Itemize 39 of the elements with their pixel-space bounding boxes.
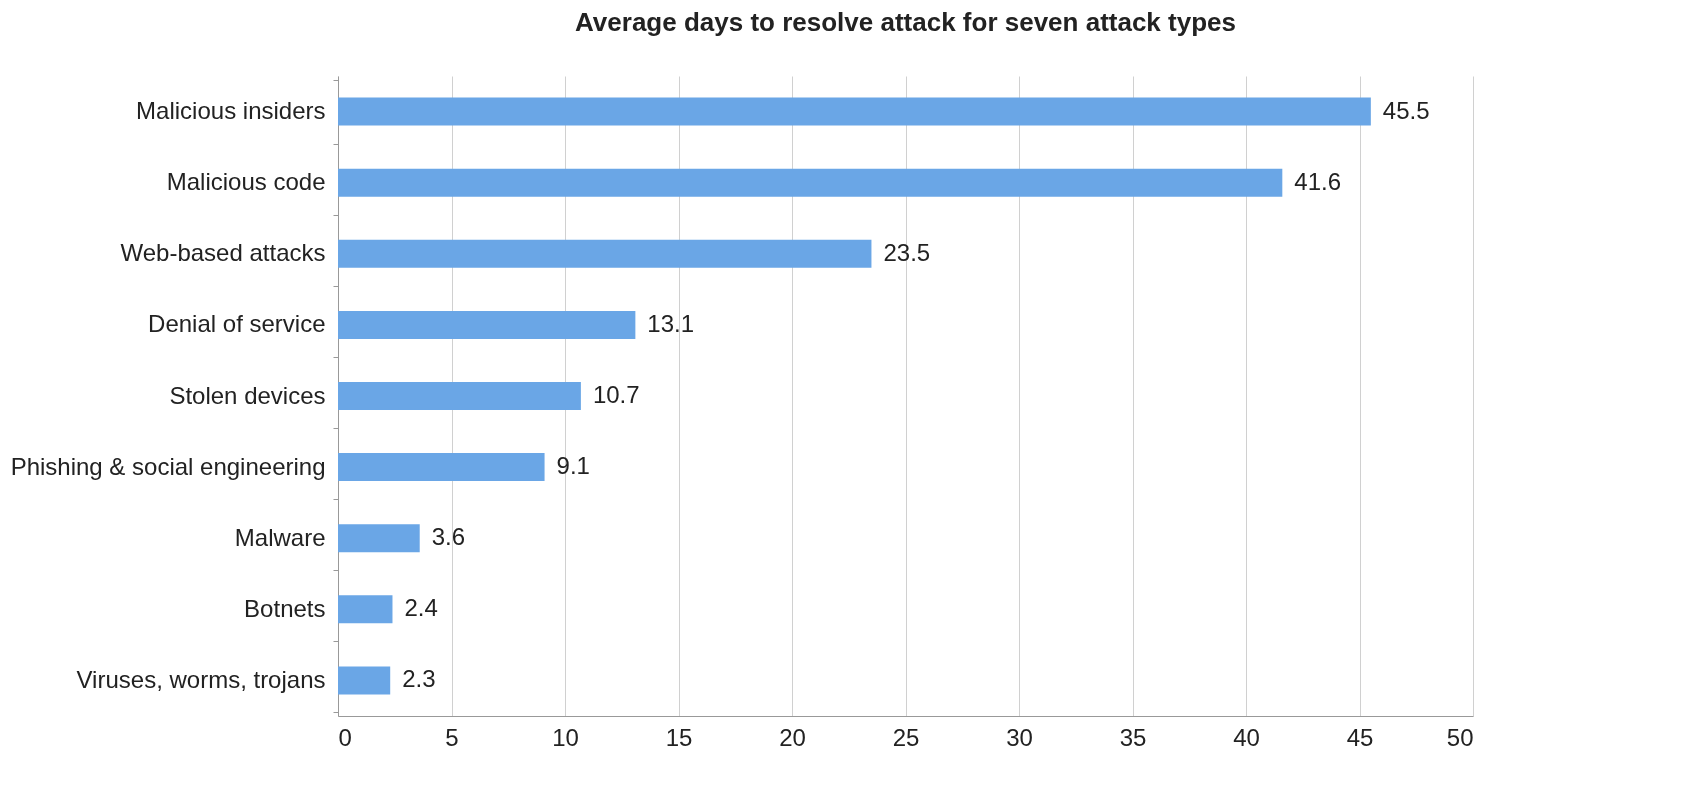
x-tick-label: 5 (445, 723, 459, 751)
bar (338, 666, 391, 695)
bar (338, 310, 636, 339)
x-tick-label: 45 (1346, 723, 1374, 751)
bar (338, 382, 581, 410)
y-tick-label: Stolen devices (169, 381, 326, 409)
bar (338, 524, 420, 553)
bar (338, 239, 872, 268)
data-label: 23.5 (883, 238, 931, 266)
x-tick-label: 10 (552, 723, 579, 751)
x-tick-label: 20 (779, 723, 806, 751)
y-tick-label: Web-based attacks (120, 239, 326, 267)
y-tick-label: Botnets (244, 594, 326, 622)
x-tick-label: 35 (1119, 723, 1147, 751)
y-tick-label: Phishing & social engineering (10, 452, 326, 480)
bar (338, 453, 545, 482)
x-tick-label: 50 (1446, 723, 1474, 751)
y-tick-label: Malicious code (166, 168, 326, 196)
y-tick-label: Malicious insiders (136, 97, 326, 125)
x-tick-label: 30 (1006, 723, 1033, 751)
y-tick-label: Viruses, worms, trojans (76, 665, 326, 693)
bar (338, 168, 1283, 197)
data-label: 2.4 (404, 594, 438, 622)
data-label: 9.1 (556, 452, 590, 480)
data-label: 41.6 (1294, 167, 1342, 195)
y-tick-label: Malware (234, 523, 326, 551)
data-label: 45.5 (1382, 96, 1430, 124)
x-tick-label: 15 (665, 723, 693, 751)
x-tick-label: 25 (892, 723, 920, 751)
x-tick-label: 40 (1233, 723, 1260, 751)
data-label: 2.3 (402, 665, 436, 693)
x-tick-label: 0 (338, 723, 352, 751)
chart-title: Average days to resolve attack for seven attack types (575, 7, 1236, 37)
bar (338, 97, 1371, 126)
data-label: 13.1 (647, 309, 695, 337)
data-label: 10.7 (592, 381, 640, 408)
data-label: 3.6 (431, 523, 466, 551)
bar (338, 595, 393, 624)
y-tick-label: Denial of service (148, 310, 326, 338)
